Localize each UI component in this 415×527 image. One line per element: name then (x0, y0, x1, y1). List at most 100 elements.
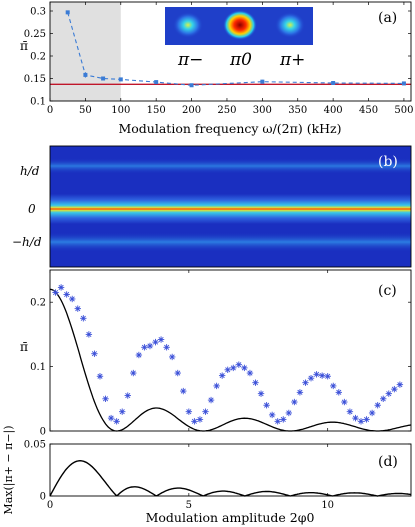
data-point (324, 373, 331, 380)
panel-d-ylabel: Max(|π+ − π−|) (2, 425, 16, 514)
data-point (224, 366, 231, 374)
panel-d-frame (49, 443, 412, 497)
data-point (374, 402, 381, 409)
pi-plus-cloud (275, 12, 305, 38)
data-point (213, 382, 220, 390)
x-tick-label: 5 (186, 500, 192, 511)
data-point (65, 10, 70, 15)
panel-label-a: (a) (378, 10, 397, 26)
panel-a-xlabel: Modulation frequency ω/(2π) (kHz) (118, 121, 341, 136)
data-point (124, 392, 131, 399)
data-point (96, 373, 104, 380)
x-tick-label: 200 (182, 105, 201, 116)
x-tick-label: 150 (147, 105, 166, 116)
panel-c-ylabel: π̄ (20, 339, 28, 354)
heatmap-upper-band (50, 158, 411, 174)
x-tick-label: 100 (111, 105, 130, 116)
panel-label-c: (c) (378, 283, 397, 299)
y-tick-label: 0.3 (30, 7, 46, 18)
data-point (141, 344, 148, 351)
heatmap-lower-band (50, 232, 411, 252)
data-point (119, 408, 126, 415)
difference-curve (49, 459, 412, 497)
data-point (85, 331, 93, 338)
panel-b-ytick-0: 0 (28, 202, 36, 216)
data-point (352, 414, 359, 422)
data-point (130, 369, 137, 377)
y-tick-label: 0.2 (30, 52, 46, 63)
data-point (401, 81, 406, 86)
data-point (157, 336, 165, 343)
pi-minus-cloud (173, 12, 203, 38)
data-point (341, 398, 348, 406)
panel-label-b: (b) (378, 154, 398, 170)
data-point (185, 408, 193, 415)
x-tick-label: 50 (79, 105, 92, 116)
panel-c-ticks: 0 0.1 0.2 (30, 270, 411, 438)
data-point (291, 398, 298, 406)
data-point (307, 374, 315, 382)
data-point (368, 409, 376, 417)
data-point (302, 379, 309, 386)
data-point (191, 418, 198, 425)
y-tick-label: 0.05 (24, 440, 46, 451)
data-point (268, 411, 276, 419)
data-point (313, 371, 320, 378)
data-point (207, 396, 215, 404)
data-point (154, 80, 159, 85)
data-point (113, 418, 120, 425)
panel-b-ytick-minus-hd: −h/d (12, 235, 42, 249)
data-point (252, 379, 259, 386)
data-point (391, 385, 398, 393)
data-point (91, 350, 98, 357)
x-tick-label: 500 (394, 105, 413, 116)
panel-label-d: (d) (378, 454, 398, 470)
data-point (146, 342, 154, 350)
theory-curve (49, 288, 412, 432)
data-point (396, 381, 404, 388)
data-point (346, 408, 354, 415)
x-tick-label: 400 (324, 105, 343, 116)
x-tick-label: 300 (253, 105, 272, 116)
data-point (174, 369, 181, 377)
data-point (331, 81, 336, 85)
panel-b: (b) h/d 0 −h/d (12, 145, 412, 268)
data-point (196, 416, 204, 423)
data-point (63, 291, 70, 298)
data-point (107, 414, 115, 422)
data-point (263, 402, 270, 409)
inset-label-pi-zero: π0 (229, 50, 252, 70)
y-tick-label: 0 (40, 492, 46, 503)
x-tick-label: 450 (359, 105, 378, 116)
y-tick-label: 0.25 (24, 29, 46, 40)
y-tick-label: 0.15 (24, 74, 46, 85)
panel-a: 0 50 100 150 200 250 300 350 400 450 500 0.1 0.15 0.2… (20, 1, 413, 136)
data-point (163, 344, 170, 351)
data-point (257, 390, 265, 397)
data-point (230, 364, 237, 372)
data-point (168, 353, 176, 361)
data-point (152, 338, 159, 346)
data-point (280, 416, 287, 423)
data-point (218, 372, 226, 379)
data-point (80, 315, 87, 322)
data-point (52, 289, 59, 296)
measured-points (52, 284, 404, 425)
data-point (57, 284, 65, 291)
inset-label-pi-minus: π− (177, 50, 203, 70)
panel-a-ylabel: π̄ (20, 38, 28, 53)
data-point (241, 364, 248, 372)
inset-label-pi-plus: π+ (279, 50, 305, 70)
x-tick-label: 10 (321, 500, 334, 511)
data-point (285, 409, 293, 417)
data-point (296, 389, 304, 396)
x-tick-label: 350 (288, 105, 307, 116)
x-tick-label: 250 (217, 105, 236, 116)
panel-d: 0 5 10 0 0.05 (d) Max(|π+ − π−|) Modulation … (2, 425, 412, 525)
data-point (102, 395, 109, 402)
data-point (235, 361, 243, 368)
data-point (202, 408, 209, 415)
y-tick-label: 0.1 (30, 362, 46, 373)
data-point (246, 369, 254, 377)
y-tick-label: 0.2 (30, 298, 46, 309)
